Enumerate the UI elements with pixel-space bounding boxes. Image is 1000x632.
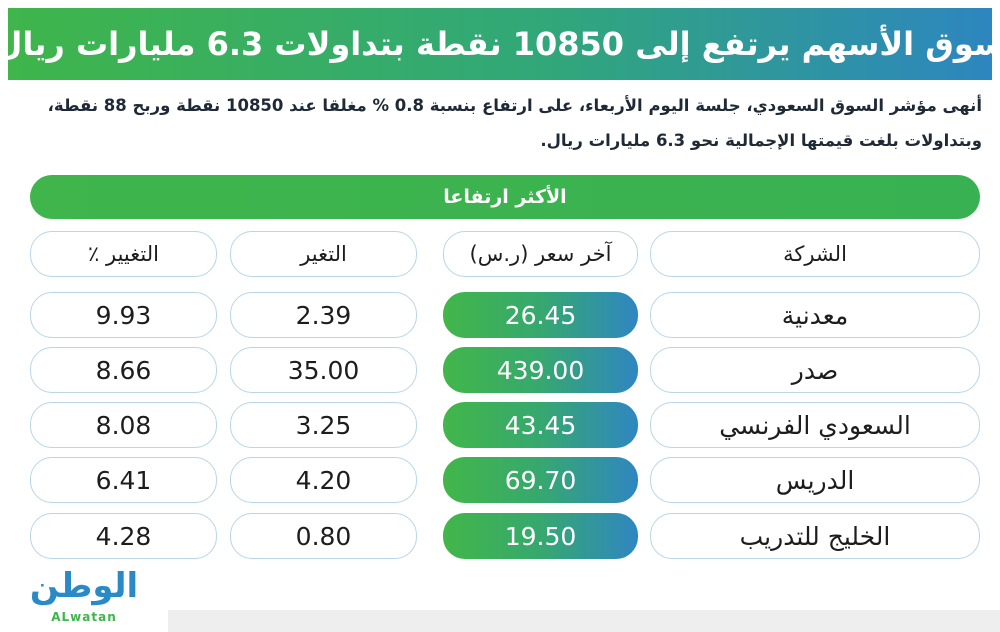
footer-band xyxy=(0,610,1000,632)
table-cell: 69.70 xyxy=(443,457,638,503)
logo-box xyxy=(0,568,168,632)
table-cell: صدر xyxy=(650,347,980,393)
table-cell: 26.45 xyxy=(443,292,638,338)
table-cell: 35.00 xyxy=(230,347,417,393)
table-cell: الخليج للتدريب xyxy=(650,513,980,559)
section-title: الأكثر ارتفاعا xyxy=(443,186,567,208)
column-header: الشركة xyxy=(650,231,980,277)
column-header: التغير xyxy=(230,231,417,277)
table-cell: 4.20 xyxy=(230,457,417,503)
table-cell: 3.25 xyxy=(230,402,417,448)
column-header: التغيير ٪ xyxy=(30,231,217,277)
table-cell: 2.39 xyxy=(230,292,417,338)
table-cell: 19.50 xyxy=(443,513,638,559)
table-cell: السعودي الفرنسي xyxy=(650,402,980,448)
table-cell: 43.45 xyxy=(443,402,638,448)
table-cell: 0.80 xyxy=(230,513,417,559)
column-header: آخر سعر (ر.س) xyxy=(443,231,638,277)
table-cell: 6.41 xyxy=(30,457,217,503)
summary-line: أنهى مؤشر السوق السعودي، جلسة اليوم الأر… xyxy=(47,96,982,115)
table-cell: 4.28 xyxy=(30,513,217,559)
summary-line: وبتداولات بلغت قيمتها الإجمالية نحو 6.3 … xyxy=(540,131,982,150)
table-cell: 8.66 xyxy=(30,347,217,393)
table-cell: الدريس xyxy=(650,457,980,503)
logo-latin: ALwatan xyxy=(51,610,117,624)
section-bar: الأكثر ارتفاعا xyxy=(30,175,980,219)
title-bar: سوق الأسهم يرتفع إلى 10850 نقطة بتداولات… xyxy=(0,8,1000,80)
table-cell: معدنية xyxy=(650,292,980,338)
table-cell: 8.08 xyxy=(30,402,217,448)
table-cell: 439.00 xyxy=(443,347,638,393)
table-cell: 9.93 xyxy=(30,292,217,338)
title: سوق الأسهم يرتفع إلى 10850 نقطة بتداولات… xyxy=(0,25,1000,63)
logo: الوطن xyxy=(29,566,139,606)
